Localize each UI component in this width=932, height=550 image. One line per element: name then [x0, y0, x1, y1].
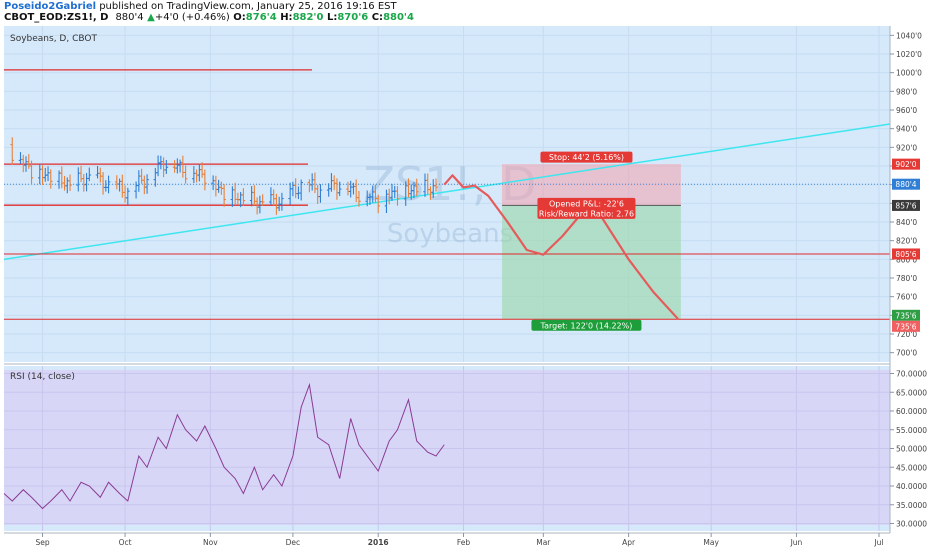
x-tick-label: Dec — [286, 538, 301, 547]
y-tick-label: 1000'0 — [896, 69, 922, 78]
x-tick-label: Oct — [119, 538, 132, 547]
close-label: C: — [371, 12, 384, 23]
rsi-tick-label: 45.0000 — [896, 463, 927, 472]
x-tick-label: Nov — [203, 538, 218, 547]
projection-path[interactable] — [443, 174, 679, 320]
price-tag-label: 805'6 — [895, 250, 916, 259]
y-tick-label: 840'0 — [896, 218, 917, 227]
open-value: 876'4 — [245, 12, 277, 23]
price-tags: 902'0 880'4 857'6 805'6 735'6 735'6 — [892, 158, 920, 332]
last-price: 880'4 — [115, 12, 144, 23]
x-tick-label: Mar — [536, 538, 551, 547]
price-tag-label: 857'6 — [895, 201, 916, 210]
grid-lines — [4, 26, 890, 531]
stop-label-box — [540, 151, 633, 163]
price-tag — [892, 320, 920, 332]
x-tick-label: Feb — [457, 538, 471, 547]
x-tick-label: 2016 — [368, 538, 389, 547]
x-tick-label: Apr — [622, 538, 636, 547]
price-tag-label: 880'4 — [895, 180, 916, 189]
y-tick-label: 700'0 — [896, 349, 917, 358]
x-tick-label: Jun — [790, 538, 803, 547]
close-value: 880'4 — [383, 12, 414, 23]
forecast-path — [443, 174, 679, 320]
rsi-band — [4, 370, 890, 525]
price-tag — [892, 199, 920, 211]
price-tag-label: 902'0 — [895, 160, 916, 169]
published-text: published on TradingView.com, January 25… — [96, 1, 397, 12]
price-change: +4'0 (+0.46%) — [154, 12, 230, 23]
target-label-box — [531, 319, 642, 331]
position-tool[interactable] — [502, 164, 681, 320]
rsi-tick-label: 50.0000 — [896, 445, 927, 454]
price-tag-label: 735'6 — [895, 311, 916, 320]
price-tag-label: 735'6 — [895, 322, 916, 331]
publish-line: Poseido2Gabriel published on TradingView… — [4, 1, 397, 12]
target-label: Target: 122'0 (14.22%) — [540, 321, 633, 330]
y-tick-label: 760'0 — [896, 293, 917, 302]
y-tick-label: 1020'0 — [896, 50, 922, 59]
high-label: H: — [280, 12, 293, 23]
price-tag — [892, 158, 920, 170]
y-tick-label: 780'0 — [896, 274, 917, 283]
price-tag — [892, 309, 920, 321]
price-scale[interactable] — [890, 26, 932, 536]
y-tick-label: 980'0 — [896, 87, 917, 96]
symbol-label[interactable]: CBOT_EOD:ZS1!, D — [4, 12, 109, 23]
y-tick-label: 800'0 — [896, 255, 917, 264]
chart-header: Poseido2Gabriel published on TradingView… — [0, 0, 932, 24]
rsi-tick-label: 70.0000 — [896, 370, 927, 379]
drawn-lines[interactable] — [3, 69, 891, 320]
price-tag — [892, 178, 920, 190]
pnl-label-box — [537, 197, 636, 219]
rsi-tick-label: 65.0000 — [896, 388, 927, 397]
low-label: L: — [326, 12, 338, 23]
y-tick-label: 1040'0 — [896, 31, 922, 40]
y-tick-label: 820'0 — [896, 237, 917, 246]
y-tick-label: 920'0 — [896, 143, 917, 152]
rsi-axis: 70.0000 65.0000 60.0000 55.0000 50.0000 45.00… — [890, 370, 927, 529]
low-value: 870'6 — [337, 12, 369, 23]
author-link[interactable]: Poseido2Gabriel — [4, 1, 97, 12]
price-tag — [892, 248, 920, 260]
quote-line: CBOT_EOD:ZS1!, D 880'4 ▲+4'0 (+0.46%) O:… — [4, 12, 414, 23]
x-tick-label: May — [703, 538, 719, 547]
up-arrow-icon: ▲ — [147, 12, 155, 23]
watermark-name: Soybeans — [387, 219, 513, 249]
y-tick-label: 720'0 — [896, 330, 917, 339]
rr-label: Risk/Reward Ratio: 2.76 — [539, 209, 634, 218]
high-value: 882'0 — [292, 12, 324, 23]
y-tick-label: 940'0 — [896, 125, 917, 134]
x-tick-label: Jul — [873, 538, 883, 547]
trend-line — [3, 123, 891, 261]
rsi-line — [3, 382, 445, 510]
price-bars — [10, 137, 438, 215]
target-zone — [502, 205, 681, 320]
y-tick-label: 960'0 — [896, 106, 917, 115]
stop-label: Stop: 44'2 (5.16%) — [549, 153, 624, 162]
pnl-label: Opened P&L: -22'6 — [549, 199, 624, 208]
main-pane-title: Soybeans, D, CBOT — [10, 34, 97, 44]
open-label: O: — [233, 12, 246, 23]
rsi-tick-label: 60.0000 — [896, 407, 927, 416]
rsi-tick-label: 40.0000 — [896, 482, 927, 491]
price-pane[interactable] — [4, 26, 890, 362]
rsi-tick-label: 30.0000 — [896, 520, 927, 529]
rsi-tick-label: 55.0000 — [896, 426, 927, 435]
rsi-series — [3, 382, 445, 510]
position-labels: Stop: 44'2 (5.16%) Opened P&L: -22'6Risk/… — [531, 151, 642, 331]
rsi-tick-label: 35.0000 — [896, 501, 927, 510]
rsi-pane-title: RSI (14, close) — [10, 372, 75, 382]
time-axis: Sep Oct Nov Dec 2016 Feb Mar Apr May Jun Jul — [35, 533, 884, 547]
x-tick-label: Sep — [35, 538, 49, 547]
